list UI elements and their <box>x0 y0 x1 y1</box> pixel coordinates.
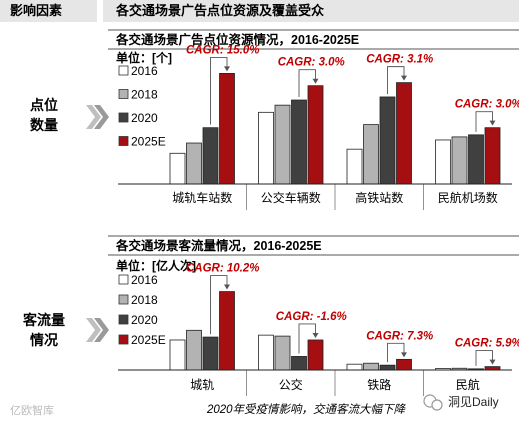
chart2-unit-label: 单位：[亿人次] <box>116 258 196 273</box>
cagr-bracket <box>387 66 405 94</box>
legend-label-2025E: 2025E <box>131 135 166 149</box>
right-header-title: 各交通场景广告点位资源及覆盖受众 <box>115 3 324 18</box>
cagr-arrowhead-icon <box>312 78 319 84</box>
bar-城轨车站数-2016 <box>169 152 186 185</box>
bar-城轨车站数-2025E <box>219 73 235 185</box>
legend-label-2018: 2018 <box>131 293 158 307</box>
bar-高铁站数-2018 <box>363 124 379 185</box>
cagr-arrowhead-icon <box>224 284 230 290</box>
legend-swatch-2025E <box>118 334 129 345</box>
bar-公交车辆数-2016 <box>258 111 274 185</box>
bar-公交车辆数-2020 <box>291 99 307 185</box>
bar-公交-2020 <box>291 356 307 371</box>
bar-民航机场数-2016 <box>435 139 451 185</box>
category-label-高铁站数: 高铁站数 <box>355 190 403 205</box>
bar-民航机场数-2018 <box>451 136 468 185</box>
cagr-label-民航机场数: CAGR: 3.0% <box>455 99 519 111</box>
footnote: 2020年受疫情影响，交通客流大幅下降 <box>206 403 407 416</box>
legend-label-2025E: 2025E <box>131 333 166 347</box>
chart2-title: 各交通场景客流量情况，2016-2025E <box>115 238 322 253</box>
chevron-arrow-icon <box>86 318 109 342</box>
cagr-label-铁路: CAGR: 7.3% <box>366 330 433 342</box>
cagr-label-城轨车站数: CAGR: 15.0% <box>186 44 260 56</box>
bar-铁路-2020 <box>379 364 396 371</box>
bar-民航机场数-2020 <box>468 134 484 185</box>
cagr-arrowhead-icon <box>312 332 319 338</box>
bar-高铁站数-2020 <box>379 96 396 185</box>
right-header-band <box>103 0 519 22</box>
legend-label-2016: 2016 <box>131 64 158 78</box>
bar-城轨-2018 <box>186 329 202 371</box>
bar-城轨车站数-2020 <box>202 127 219 185</box>
cagr-bracket <box>475 350 493 366</box>
cagr-bracket <box>298 69 316 98</box>
bar-公交-2025E <box>307 339 324 371</box>
bar-高铁站数-2016 <box>346 148 363 185</box>
side-label-traffic-line1: 客流量 <box>22 312 65 328</box>
bar-铁路-2016 <box>346 363 363 371</box>
chevron-arrow-icon <box>86 105 109 129</box>
cagr-arrowhead-icon <box>401 75 407 81</box>
category-label-公交车辆数: 公交车辆数 <box>261 190 321 205</box>
left-header-title: 影响因素 <box>10 3 62 18</box>
bar-公交-2016 <box>258 334 274 371</box>
chart2-plot: 2016 2018 2020 2025E 城轨 CAGR: 10.2% 公交 CAGR: -1… <box>118 263 519 396</box>
cagr-arrowhead-icon <box>489 120 496 126</box>
watermark-right: 洞见Daily <box>448 395 499 409</box>
cagr-label-城轨: CAGR: 10.2% <box>186 263 260 275</box>
cagr-bracket <box>210 56 228 125</box>
cagr-arrowhead-icon <box>224 66 230 72</box>
cagr-bracket <box>210 275 228 335</box>
bar-公交-2018 <box>274 335 291 371</box>
bar-铁路-2025E <box>396 358 412 371</box>
cagr-bracket <box>475 111 493 132</box>
bar-城轨车站数-2018 <box>186 142 202 185</box>
bar-铁路-2018 <box>363 362 379 371</box>
bar-公交车辆数-2018 <box>274 104 291 185</box>
chart1-unit-label: 单位：[个] <box>116 50 172 65</box>
bar-公交车辆数-2025E <box>307 85 324 185</box>
legend-swatch-2025E <box>118 136 129 146</box>
category-label-公交: 公交 <box>279 377 303 392</box>
bar-城轨-2020 <box>202 336 219 371</box>
bar-民航机场数-2025E <box>484 127 501 185</box>
category-label-民航机场数: 民航机场数 <box>438 190 498 205</box>
cagr-bracket <box>387 342 405 363</box>
cagr-label-公交车辆数: CAGR: 3.0% <box>278 57 345 69</box>
cagr-bracket <box>298 323 316 354</box>
side-label-points-line1: 点位 <box>30 97 58 113</box>
cagr-label-公交: CAGR: -1.6% <box>276 311 347 323</box>
legend-label-2020: 2020 <box>131 111 158 125</box>
side-label-traffic-line2: 情况 <box>30 332 58 348</box>
side-label-points-line2: 数量 <box>30 117 58 133</box>
legend-swatch-2018 <box>118 294 129 305</box>
cagr-arrowhead-icon <box>401 352 407 358</box>
legend-swatch-2016 <box>118 274 129 285</box>
bar-城轨-2025E <box>219 291 235 371</box>
left-header-band <box>0 0 97 22</box>
watermark-left: 亿欧智库 <box>10 403 54 417</box>
cagr-label-高铁站数: CAGR: 3.1% <box>366 54 433 66</box>
category-label-城轨车站数: 城轨车站数 <box>172 190 232 205</box>
legend-swatch-2020 <box>118 112 129 123</box>
category-label-民航: 民航 <box>456 377 480 392</box>
wechat-icon <box>423 394 443 411</box>
bar-高铁站数-2025E <box>396 82 412 185</box>
category-label-城轨: 城轨 <box>190 378 214 392</box>
category-label-铁路: 铁路 <box>367 377 391 392</box>
cagr-arrowhead-icon <box>489 359 496 365</box>
legend-swatch-2020 <box>118 314 129 325</box>
legend-label-2016: 2016 <box>131 273 158 287</box>
legend-label-2018: 2018 <box>131 88 158 102</box>
legend-swatch-2016 <box>118 65 129 76</box>
chart1-title: 各交通场景广告点位资源情况，2016-2025E <box>115 32 359 47</box>
chart1-plot: 2016 2018 2020 2025E 城轨车站数 CAGR: 15.0% 公交车辆数 CA… <box>118 44 519 210</box>
legend-swatch-2018 <box>118 89 129 99</box>
bar-城轨-2016 <box>169 339 186 371</box>
cagr-label-民航: CAGR: 5.9% <box>455 338 519 350</box>
legend-label-2020: 2020 <box>131 313 158 327</box>
bar-民航-2025E <box>484 366 501 371</box>
